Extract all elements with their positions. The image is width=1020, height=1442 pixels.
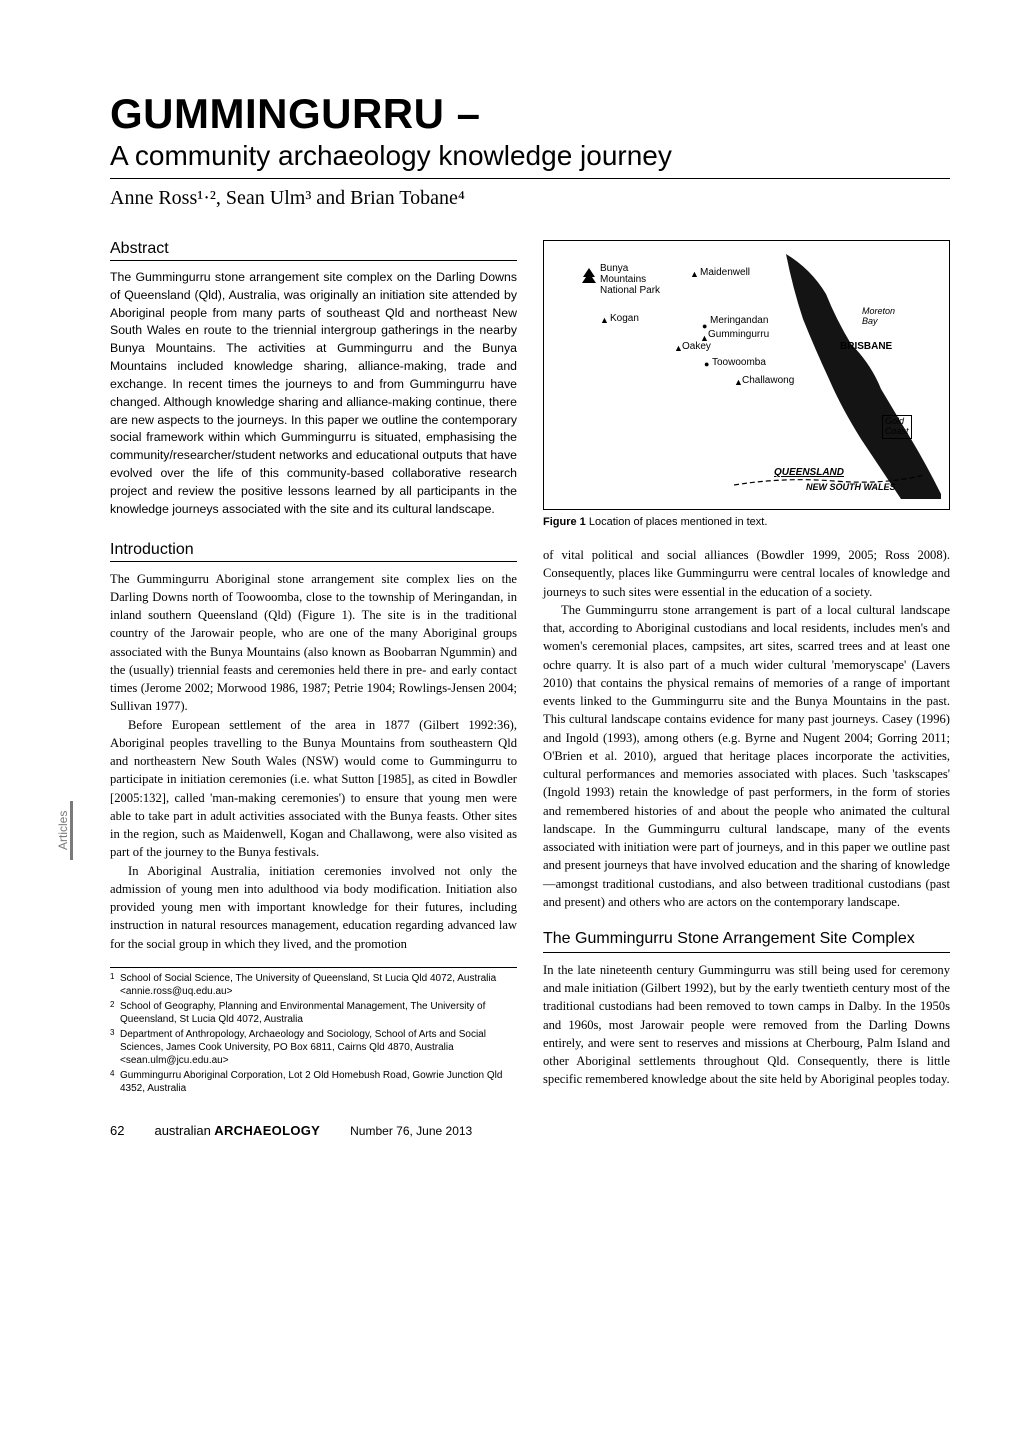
fn-text-3: Department of Anthropology, Archaeology …: [120, 1028, 517, 1067]
map-label-brisbane: BRISBANE: [840, 341, 892, 352]
park-tree-icon: [580, 267, 598, 285]
fn-num-3: 3: [110, 1028, 120, 1067]
articles-side-tab: Articles: [56, 801, 73, 860]
fn-text-2: School of Geography, Planning and Enviro…: [120, 1000, 517, 1026]
map-label-moreton: Moreton Bay: [862, 307, 895, 327]
intro-p2: Before European settlement of the area i…: [110, 716, 517, 862]
abstract-body: The Gummingurru stone arrangement site c…: [110, 269, 517, 519]
map-label-meringandan: Meringandan: [710, 315, 768, 326]
map-label-challawong: Challawong: [742, 375, 794, 386]
fn-num-1: 1: [110, 972, 120, 998]
journal-name: australian ARCHAEOLOGY: [154, 1123, 320, 1138]
footnotes-rule: [110, 967, 517, 968]
map-label-oakey: Oakey: [682, 341, 711, 352]
fn-num-4: 4: [110, 1069, 120, 1095]
journal-bold: ARCHAEOLOGY: [211, 1123, 320, 1138]
coastline-silhouette-icon: [781, 249, 941, 499]
section2-heading: The Gummingurru Stone Arrangement Site C…: [543, 929, 950, 950]
fn-text-1: School of Social Science, The University…: [120, 972, 517, 998]
abstract-heading: Abstract: [110, 240, 517, 258]
footnote-2: 2 School of Geography, Planning and Envi…: [110, 1000, 517, 1026]
intro-heading: Introduction: [110, 541, 517, 559]
map-label-toowoomba: Toowoomba: [712, 357, 766, 368]
abstract-rule: [110, 260, 517, 261]
title-rule: [110, 178, 950, 179]
section2-rule: [543, 952, 950, 953]
left-column: Abstract The Gummingurru stone arrangeme…: [110, 240, 517, 1097]
main-title: GUMMINGURRU –: [110, 90, 481, 137]
sub-title: A community archaeology knowledge journe…: [110, 140, 950, 172]
page-footer: 62 australian ARCHAEOLOGY Number 76, Jun…: [110, 1123, 950, 1138]
map-marker-icon: ●: [702, 321, 707, 331]
fig-text: Location of places mentioned in text.: [586, 516, 768, 528]
map-label-bunya: Bunya Mountains National Park: [600, 263, 660, 296]
sec2-p1: In the late nineteenth century Gummingur…: [543, 961, 950, 1089]
map-marker-icon: ▲: [600, 315, 609, 325]
fn-text-4: Gummingurru Aboriginal Corporation, Lot …: [120, 1069, 517, 1095]
footnote-4: 4 Gummingurru Aboriginal Corporation, Lo…: [110, 1069, 517, 1095]
issue-info: Number 76, June 2013: [350, 1124, 472, 1138]
col2-p1: of vital political and social alliances …: [543, 546, 950, 601]
col2-p2: The Gummingurru stone arrangement is par…: [543, 601, 950, 911]
page-header: GUMMINGURRU – A community archaeology kn…: [110, 90, 950, 210]
authors: Anne Ross¹·², Sean Ulm³ and Brian Tobane…: [110, 187, 950, 210]
map-label-kogan: Kogan: [610, 313, 639, 324]
footnotes: 1 School of Social Science, The Universi…: [110, 972, 517, 1095]
map-marker-icon: ▲: [690, 269, 699, 279]
map-marker-icon: ●: [704, 359, 709, 369]
map-label-goldcoast: Gold Coast: [882, 415, 912, 439]
fn-num-2: 2: [110, 1000, 120, 1026]
footnote-3: 3 Department of Anthropology, Archaeolog…: [110, 1028, 517, 1067]
fig-num: Figure 1: [543, 516, 586, 528]
right-column: Bunya Mountains National Park ▲ Maidenwe…: [543, 240, 950, 1097]
two-column-layout: Abstract The Gummingurru stone arrangeme…: [110, 240, 950, 1097]
intro-rule: [110, 561, 517, 562]
intro-p1: The Gummingurru Aboriginal stone arrange…: [110, 570, 517, 716]
map-label-gummingurru: Gummingurru: [708, 329, 769, 340]
state-border-line-icon: [734, 473, 924, 491]
figure1-caption: Figure 1 Location of places mentioned in…: [543, 516, 950, 528]
journal-light: australian: [154, 1123, 210, 1138]
intro-p3: In Aboriginal Australia, initiation cere…: [110, 862, 517, 953]
figure1-map: Bunya Mountains National Park ▲ Maidenwe…: [543, 240, 950, 510]
map-label-maidenwell: Maidenwell: [700, 267, 750, 278]
footnote-1: 1 School of Social Science, The Universi…: [110, 972, 517, 998]
page-number: 62: [110, 1123, 124, 1138]
